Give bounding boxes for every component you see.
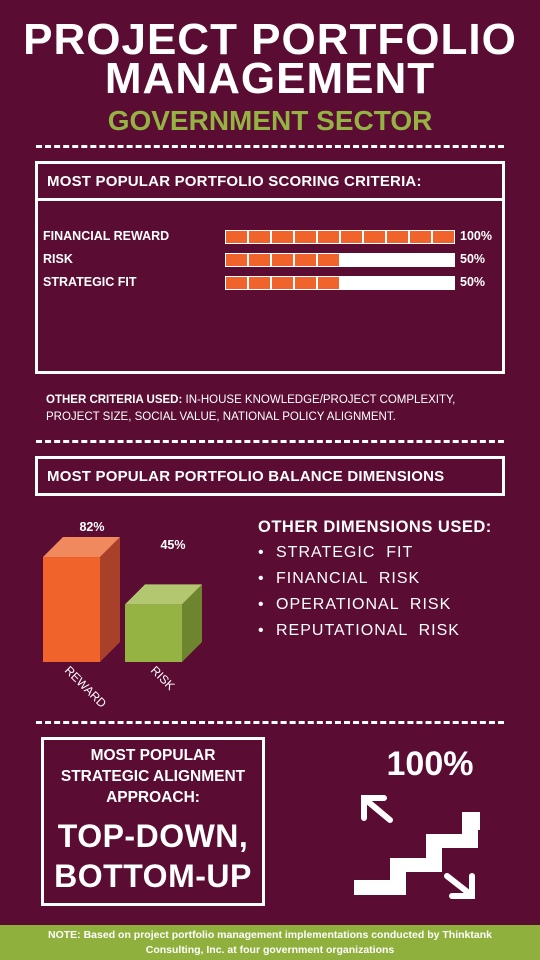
title-line-1: PROJECT PORTFOLIO [23,15,517,64]
other-criteria-label: OTHER CRITERIA USED: [46,394,183,406]
bar-segment [340,230,363,244]
approach-box: MOST POPULAR STRATEGIC ALIGNMENT APPROAC… [41,737,265,906]
arrow-up-left-icon [361,795,393,823]
approach-line-1: MOST POPULAR [90,747,216,764]
approach-line-2: STRATEGIC ALIGNMENT [60,768,246,785]
dimension-label: REPUTATIONAL RISK [276,622,460,639]
column-value-label: 82% [79,520,104,534]
bar-segment [294,276,317,290]
column-front [43,557,100,662]
approach-value-1: TOP-DOWN, [57,818,249,854]
criteria-bar [225,276,455,290]
criteria-label: STRATEGIC FIT [43,275,137,289]
criteria-bar [225,230,455,244]
dimension-item: • REPUTATIONAL RISK [258,622,460,640]
scoring-heading: MOST POPULAR PORTFOLIO SCORING CRITERIA: [47,173,422,190]
scoring-header-box: MOST POPULAR PORTFOLIO SCORING CRITERIA: [35,161,505,201]
bar-segment [363,276,386,290]
bar-segment [248,276,271,290]
bar-segment [271,230,294,244]
bar-segment [340,253,363,267]
bar-segment [294,230,317,244]
bar-segment [386,230,409,244]
other-criteria-line-1: OTHER CRITERIA USED: IN-HOUSE KNOWLEDGE/… [46,392,455,409]
balance-header-box: MOST POPULAR PORTFOLIO BALANCE DIMENSION… [35,456,505,496]
bar-segment [317,253,340,267]
divider [36,440,504,443]
criteria-value-label: 50% [460,275,486,289]
bar-segment [386,253,409,267]
column-front [125,604,182,662]
approach-percent: 100% [386,745,474,783]
bar-segment [271,276,294,290]
column-side [182,584,202,662]
balance-chart: 82% REWARD 45% RISK [43,520,202,711]
balance-heading: MOST POPULAR PORTFOLIO BALANCE DIMENSION… [47,468,445,485]
arrow-down-right-icon [444,873,475,899]
divider [36,145,504,148]
bar-segment [317,230,340,244]
bar-segment [317,276,340,290]
bar-segment [248,230,271,244]
bar-segment [225,253,248,267]
other-criteria-text-1: IN-HOUSE KNOWLEDGE/PROJECT COMPLEXITY, [182,394,456,406]
column-value-label: 45% [160,538,185,552]
bar-segment [248,253,271,267]
criteria-value-label: 100% [460,229,492,243]
bar-segment [432,253,455,267]
criteria-label: RISK [43,252,73,266]
footer-note: NOTE: Based on project portfolio managem… [0,925,540,960]
bar-segment [225,276,248,290]
dimension-item: • OPERATIONAL RISK [258,596,451,614]
scoring-chart-box [35,198,505,374]
column-top [43,537,120,558]
bar-segment [409,253,432,267]
bar-segment [409,230,432,244]
column-side [100,537,120,662]
column-category-label: RISK [148,663,178,693]
column-top [125,584,202,605]
bar-segment [409,276,432,290]
bar-segment [363,253,386,267]
dimension-label: STRATEGIC FIT [276,544,414,561]
stairs-up-down-icon [354,795,480,899]
subtitle: GOVERNMENT SECTOR [107,105,433,136]
column-category-label: REWARD [62,663,110,711]
bar-segment [432,230,455,244]
other-dimensions-heading: OTHER DIMENSIONS USED: [258,518,492,536]
bullet-icon: • [258,622,265,639]
bar-segment [386,276,409,290]
bullet-icon: • [258,544,265,561]
criteria-label: FINANCIAL REWARD [43,229,170,243]
bullet-icon: • [258,596,265,613]
dimension-item: • STRATEGIC FIT [258,544,413,562]
other-criteria-line-2: PROJECT SIZE, SOCIAL VALUE, NATIONAL POL… [46,411,396,423]
bar-segment [363,230,386,244]
approach-line-3: APPROACH: [106,789,200,806]
bar-segment [271,253,294,267]
stairs-shape [354,812,480,895]
divider [36,721,504,724]
criteria-value-label: 50% [460,252,486,266]
approach-value-2: BOTTOM-UP [54,858,252,894]
footer-line-2: Consulting, Inc. at four government orga… [145,944,395,956]
bar-segment [294,253,317,267]
title-line-2: MANAGEMENT [104,54,436,103]
dimension-label: OPERATIONAL RISK [276,596,452,613]
footer-line-1: NOTE: Based on project portfolio managem… [48,929,492,941]
bar-segment [340,276,363,290]
dimension-label: FINANCIAL RISK [276,570,421,587]
dimension-item: • FINANCIAL RISK [258,570,420,588]
bar-segment [432,276,455,290]
criteria-bar [225,253,455,267]
bullet-icon: • [258,570,265,587]
bar-segment [225,230,248,244]
